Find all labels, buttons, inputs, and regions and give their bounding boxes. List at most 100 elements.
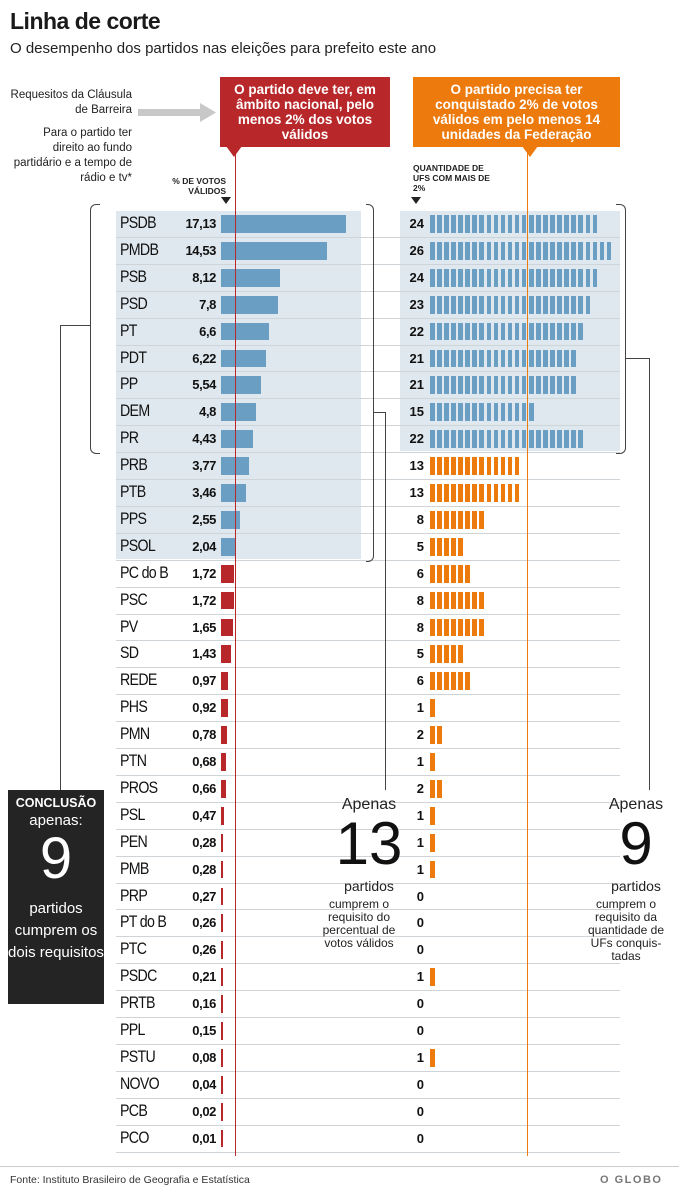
uf-bar-segment — [528, 403, 534, 422]
uf-bar-segment — [437, 564, 442, 583]
uf-bar-segment — [458, 295, 463, 314]
page-title: Linha de corte — [10, 8, 161, 34]
uf-bar-segment — [514, 457, 520, 475]
row-divider — [116, 452, 620, 454]
uf-bar-segment — [458, 591, 463, 610]
row-divider — [116, 236, 620, 238]
uf-bar-segment — [472, 376, 477, 395]
uf-bar-segment — [451, 322, 456, 341]
votes-requirement-callout: O partido deve ter, em âmbito nacional, … — [220, 77, 390, 147]
ufs-bracket — [616, 204, 626, 455]
uf-bar-segment — [493, 268, 499, 287]
uf-bar-segment — [479, 510, 485, 529]
uf-bar-segment — [444, 618, 449, 637]
uf-bar-segment — [493, 215, 499, 233]
uf-bar-segment — [493, 295, 499, 314]
vote-percentage: 1,72 — [192, 592, 216, 608]
uf-bar-segment — [430, 699, 435, 718]
uf-bar-segment — [543, 295, 548, 314]
row-divider — [116, 1151, 620, 1153]
uf-bar-segment — [514, 376, 520, 395]
vote-bar — [221, 591, 234, 610]
vote-percentage: 0,08 — [192, 1049, 216, 1065]
uf-bar-segment — [557, 268, 562, 287]
ufs-count: 21 — [409, 377, 424, 393]
uf-bar-segment — [444, 241, 449, 260]
uf-bar-segment — [507, 215, 513, 233]
uf-bar-segment — [430, 564, 435, 583]
row-divider — [116, 290, 620, 292]
vote-percentage: 1,65 — [192, 619, 216, 635]
uf-bar-segment — [521, 241, 527, 260]
party-name: PSDB — [120, 214, 157, 232]
ufs-count: 26 — [409, 242, 424, 258]
uf-bar-segment — [507, 241, 513, 260]
uf-bar-segment — [430, 753, 435, 771]
uf-bar-segment — [500, 322, 506, 341]
uf-bar-segment — [430, 215, 435, 233]
uf-bar-segment — [550, 268, 555, 287]
page-subtitle: O desempenho dos partidos nas eleições p… — [10, 40, 437, 57]
uf-bar-segment — [578, 268, 584, 287]
uf-bar-segment — [437, 510, 442, 529]
uf-bar-segment — [437, 537, 442, 556]
uf-bar-segment — [451, 215, 456, 233]
uf-bar-segment — [564, 376, 569, 395]
uf-bar-segment — [451, 457, 456, 475]
uf-bar-segment — [479, 430, 485, 449]
uf-bar-segment — [500, 376, 506, 395]
source-note: Fonte: Instituto Brasileiro de Geografia… — [10, 1174, 250, 1186]
vote-bar — [221, 376, 262, 395]
uf-bar-segment — [493, 403, 499, 422]
uf-bar-segment — [479, 457, 485, 475]
party-name: NOVO — [120, 1074, 160, 1093]
uf-bar-segment — [458, 322, 463, 341]
vote-bar — [221, 860, 224, 879]
uf-bar-segment — [578, 430, 584, 449]
uf-bar-segment — [437, 349, 442, 368]
uf-bar-segment — [451, 268, 456, 287]
vote-bar — [221, 349, 267, 368]
uf-bar-segment — [528, 322, 534, 341]
uf-bar-segment — [444, 591, 449, 610]
ufs-count: 24 — [409, 216, 424, 231]
uf-bar-segment — [458, 403, 463, 422]
uf-bar-segment — [430, 241, 435, 260]
uf-bar-segment — [578, 241, 584, 260]
vote-bar — [221, 806, 225, 825]
ufs-count: 0 — [416, 942, 424, 958]
votes-partidos-label: partidos — [344, 878, 394, 894]
vote-percentage: 3,77 — [192, 458, 216, 474]
uf-bar-segment — [486, 430, 492, 449]
vote-percentage: 0,04 — [192, 1076, 216, 1092]
ufs-column-header: QUANTIDADE DE UFS COM MAIS DE 2% — [413, 163, 490, 193]
party-name: PSL — [120, 805, 145, 824]
uf-bar-segment — [521, 322, 527, 341]
uf-bar-segment — [543, 430, 548, 449]
uf-bar-segment — [486, 484, 492, 502]
uf-bar-segment — [444, 403, 449, 422]
uf-bar-segment — [528, 376, 534, 395]
party-name: PMB — [120, 859, 149, 878]
vote-percentage: 3,46 — [192, 485, 216, 500]
uf-bar-segment — [465, 484, 470, 502]
vote-percentage: 0,97 — [192, 673, 216, 689]
party-name: PT do B — [120, 913, 167, 932]
party-name: SD — [120, 644, 139, 663]
uf-bar-segment — [472, 430, 477, 449]
uf-bar-segment — [500, 241, 506, 260]
uf-bar-segment — [507, 268, 513, 287]
uf-bar-segment — [451, 510, 456, 529]
uf-bar-segment — [564, 268, 569, 287]
ufs-count: 21 — [409, 350, 424, 366]
row-divider — [116, 1017, 620, 1018]
uf-bar-segment — [451, 564, 456, 583]
uf-bar-segment — [458, 215, 463, 233]
uf-bar-segment — [486, 295, 492, 314]
uf-bar-segment — [437, 430, 442, 449]
uf-bar-segment — [444, 484, 449, 502]
uf-bar-segment — [564, 430, 569, 449]
uf-bar-segment — [458, 618, 463, 637]
party-name: PSB — [120, 267, 147, 286]
vote-bar — [221, 1075, 223, 1094]
